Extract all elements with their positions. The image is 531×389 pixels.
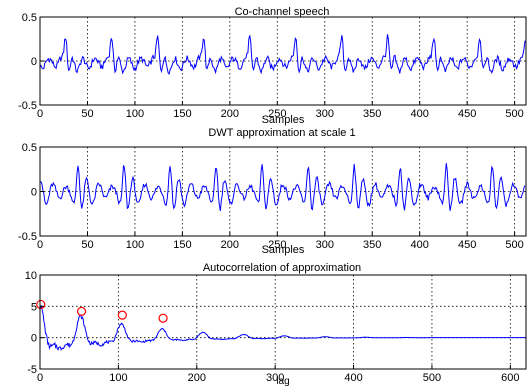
y-tick-label: 0 (31, 187, 37, 199)
x-tick-label: 500 (423, 372, 441, 384)
x-tick-label: 0 (37, 372, 43, 384)
panel-dwt-approximation: DWT approximation at scale 1 0 50 100 150 20… (18, 127, 527, 256)
signal-line (39, 163, 526, 212)
y-tick-label: -0.5 (18, 231, 37, 243)
x-tick-label: 300 (316, 239, 334, 251)
x-tick-label: 300 (316, 108, 334, 120)
x-tick-label: 100 (126, 239, 144, 251)
y-tick-label: 0 (31, 56, 37, 68)
x-tick-label: 500 (505, 108, 523, 120)
x-tick-label: 150 (173, 239, 191, 251)
x-tick-label: 300 (266, 372, 284, 384)
x-tick-label: 450 (458, 239, 476, 251)
x-tick-label: 250 (268, 239, 286, 251)
panel-title: Co-channel speech (235, 6, 330, 18)
axes-box (39, 274, 527, 370)
y-tick-labels: -0.5 0 0.5 (18, 142, 44, 243)
x-axis-label: Samples (262, 244, 305, 256)
panel-autocorrelation: Autocorrelation of approximation 0 100 200… (25, 262, 527, 387)
peak-markers (36, 299, 168, 323)
grid-lines (40, 17, 526, 105)
y-tick-label: 5 (31, 301, 37, 313)
x-axis-label: lag (276, 376, 289, 387)
x-tick-label: 100 (109, 372, 127, 384)
peak-marker (76, 306, 87, 316)
peak-marker (36, 299, 46, 310)
x-tick-label: 200 (221, 108, 239, 120)
x-tick-label: 450 (458, 108, 476, 120)
signal-line (39, 34, 526, 76)
x-tick-labels: 0 50 100 150 200 250 300 350 400 450 500 (37, 232, 524, 251)
panel-co-channel-speech: Co-channel speech 0 50 100 150 200 250 300 350 4… (18, 6, 527, 126)
y-tick-label: 0 (31, 333, 37, 345)
x-tick-label: 0 (37, 239, 43, 251)
x-tick-labels: 0 100 200 300 400 500 600 (37, 365, 520, 384)
y-tick-labels: -0.5 0 0.5 (18, 12, 44, 112)
x-tick-labels: 0 50 100 150 200 250 300 350 400 450 500 (37, 101, 524, 120)
x-tick-label: 150 (173, 108, 191, 120)
panel-title: DWT approximation at scale 1 (208, 127, 355, 139)
grid-lines (40, 275, 526, 369)
x-tick-label: 350 (363, 108, 381, 120)
y-tick-label: -5 (27, 364, 37, 376)
x-tick-label: 500 (505, 239, 523, 251)
y-tick-label: 10 (25, 270, 37, 282)
y-tick-label: -0.5 (18, 100, 37, 112)
y-tick-label: 0.5 (22, 142, 37, 154)
x-tick-label: 200 (188, 372, 206, 384)
peak-marker (117, 310, 127, 320)
panel-title: Autocorrelation of approximation (203, 262, 361, 274)
y-tick-labels: -5 0 5 10 (25, 270, 44, 376)
x-tick-label: 200 (221, 239, 239, 251)
y-tick-label: 0.5 (22, 12, 37, 24)
autocorrelation-line (39, 305, 526, 351)
x-tick-label: 100 (126, 108, 144, 120)
x-tick-label: 600 (501, 372, 519, 384)
x-tick-label: 400 (344, 372, 362, 384)
x-tick-label: 350 (363, 239, 381, 251)
x-tick-label: 0 (37, 108, 43, 120)
x-axis-label: Samples (262, 114, 305, 126)
x-tick-label: 400 (411, 108, 429, 120)
x-tick-label: 400 (411, 239, 429, 251)
x-tick-label: 250 (268, 108, 286, 120)
x-tick-label: 50 (81, 239, 93, 251)
x-tick-label: 50 (81, 108, 93, 120)
peak-marker (158, 313, 168, 323)
